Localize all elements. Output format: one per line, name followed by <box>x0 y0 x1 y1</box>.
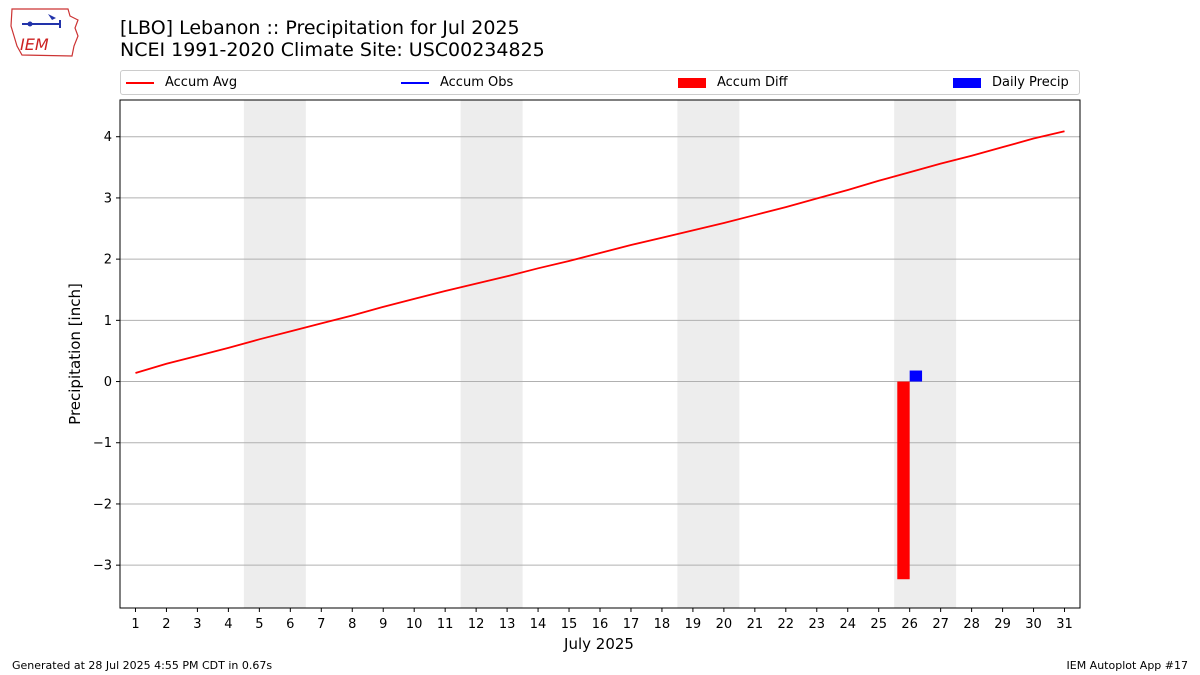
x-tick-label: 12 <box>468 617 485 632</box>
x-tick-label: 25 <box>870 617 887 632</box>
x-tick-label: 8 <box>348 617 356 632</box>
x-tick-label: 29 <box>994 617 1011 632</box>
x-axis-label: July 2025 <box>563 635 634 653</box>
svg-text:IEM: IEM <box>20 35 49 54</box>
y-tick-label: 4 <box>104 130 112 145</box>
legend-item-daily-precip: Daily Precip <box>953 71 1069 94</box>
y-tick-label: 2 <box>104 253 112 268</box>
y-ticks: −3 −2 −1 0 1 2 3 4 <box>93 130 120 574</box>
x-tick-label: 30 <box>1025 617 1042 632</box>
y-tick-label: −3 <box>93 559 112 574</box>
x-tick-label: 3 <box>193 617 201 632</box>
grid-lines <box>120 136 1080 566</box>
x-tick-label: 21 <box>747 617 764 632</box>
x-tick-label: 24 <box>839 617 856 632</box>
x-tick-label: 2 <box>162 617 170 632</box>
accum-avg-line <box>135 130 1065 374</box>
weekend-band <box>243 100 306 608</box>
legend-item-accum-obs: Accum Obs <box>401 71 513 94</box>
accum-diff-bar <box>897 381 910 580</box>
x-tick-label: 4 <box>224 617 232 632</box>
legend-item-accum-avg: Accum Avg <box>126 71 237 94</box>
y-tick-label: 0 <box>104 375 112 390</box>
x-tick-label: 6 <box>286 617 294 632</box>
accum-diff-swatch <box>678 77 706 88</box>
x-tick-label: 27 <box>932 617 949 632</box>
weekend-band <box>460 100 523 608</box>
x-tick-label: 16 <box>592 617 609 632</box>
legend-label: Accum Avg <box>165 75 238 90</box>
legend-item-accum-diff: Accum Diff <box>678 71 788 94</box>
x-tick-label: 22 <box>778 617 795 632</box>
y-axis-label: Precipitation [inch] <box>66 283 84 425</box>
x-tick-label: 11 <box>437 617 454 632</box>
y-tick-label: −1 <box>93 436 112 451</box>
x-tick-label: 17 <box>623 617 640 632</box>
x-tick-label: 9 <box>379 617 387 632</box>
daily-precip-swatch <box>953 77 981 88</box>
x-tick-label: 18 <box>654 617 671 632</box>
x-ticks: 1 2 3 4 5 6 7 8 9 10 11 12 13 14 15 16 17 18 19 20 21 22 23 24 2… <box>131 608 1073 632</box>
y-tick-label: −2 <box>93 497 112 512</box>
title-line-2: NCEI 1991-2020 Climate Site: USC00234825 <box>120 39 545 61</box>
bars <box>897 370 923 580</box>
x-tick-label: 26 <box>901 617 918 632</box>
x-tick-label: 15 <box>561 617 578 632</box>
legend-label: Daily Precip <box>992 75 1069 90</box>
x-tick-label: 20 <box>716 617 733 632</box>
daily-precip-bar <box>909 370 923 382</box>
weekend-bands <box>243 100 957 608</box>
chart-title: [LBO] Lebanon :: Precipitation for Jul 2… <box>120 17 545 61</box>
accum-avg-swatch <box>126 81 154 84</box>
x-tick-label: 31 <box>1056 617 1073 632</box>
generated-timestamp: Generated at 28 Jul 2025 4:55 PM CDT in … <box>12 659 273 672</box>
x-tick-label: 13 <box>499 617 516 632</box>
x-tick-label: 10 <box>406 617 423 632</box>
legend-label: Accum Diff <box>717 75 788 90</box>
x-tick-label: 7 <box>317 617 325 632</box>
y-tick-label: 1 <box>104 314 112 329</box>
x-tick-label: 1 <box>131 617 139 632</box>
iem-logo: IEM <box>8 6 80 58</box>
accum-obs-swatch <box>401 81 429 84</box>
legend-label: Accum Obs <box>440 75 514 90</box>
x-tick-label: 28 <box>963 617 980 632</box>
x-tick-label: 23 <box>809 617 826 632</box>
app-label: IEM Autoplot App #17 <box>1066 659 1189 672</box>
y-tick-label: 3 <box>104 191 112 206</box>
series-lines <box>135 130 1065 374</box>
weekend-band <box>677 100 740 608</box>
x-tick-label: 19 <box>685 617 702 632</box>
legend: Accum Avg Accum Obs Accum Diff Daily Pre… <box>120 70 1080 95</box>
title-line-1: [LBO] Lebanon :: Precipitation for Jul 2… <box>120 17 520 39</box>
x-tick-label: 5 <box>255 617 263 632</box>
x-tick-label: 14 <box>530 617 547 632</box>
